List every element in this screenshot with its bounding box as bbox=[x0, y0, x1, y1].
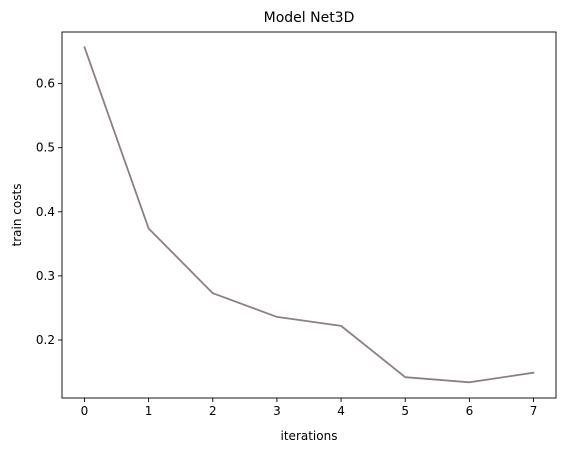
y-axis-label: train costs bbox=[10, 184, 24, 247]
y-tick-label: 0.5 bbox=[36, 141, 55, 155]
x-tick-label: 1 bbox=[145, 404, 153, 418]
y-tick-label: 0.3 bbox=[36, 269, 55, 283]
x-tick-label: 3 bbox=[273, 404, 281, 418]
series-layer bbox=[83, 46, 535, 384]
chart-title: Model Net3D bbox=[264, 10, 355, 26]
x-tick-label: 2 bbox=[209, 404, 217, 418]
y-tick-label: 0.2 bbox=[36, 333, 55, 347]
x-tick-label: 6 bbox=[466, 404, 474, 418]
x-tick-label: 5 bbox=[401, 404, 409, 418]
x-tick-label: 0 bbox=[81, 404, 89, 418]
plot-frame bbox=[61, 31, 557, 399]
y-tick-label: 0.4 bbox=[36, 205, 55, 219]
series-line bbox=[83, 46, 535, 384]
x-tick-label: 4 bbox=[337, 404, 345, 418]
x-axis-label: iterations bbox=[281, 429, 338, 443]
y-tick-label: 0.6 bbox=[36, 77, 55, 91]
x-tick-label: 7 bbox=[530, 404, 538, 418]
ticks-layer: 0 1 2 3 4 5 6 7 0.2 0.3 0.4 0.5 0.6 bbox=[36, 77, 537, 418]
